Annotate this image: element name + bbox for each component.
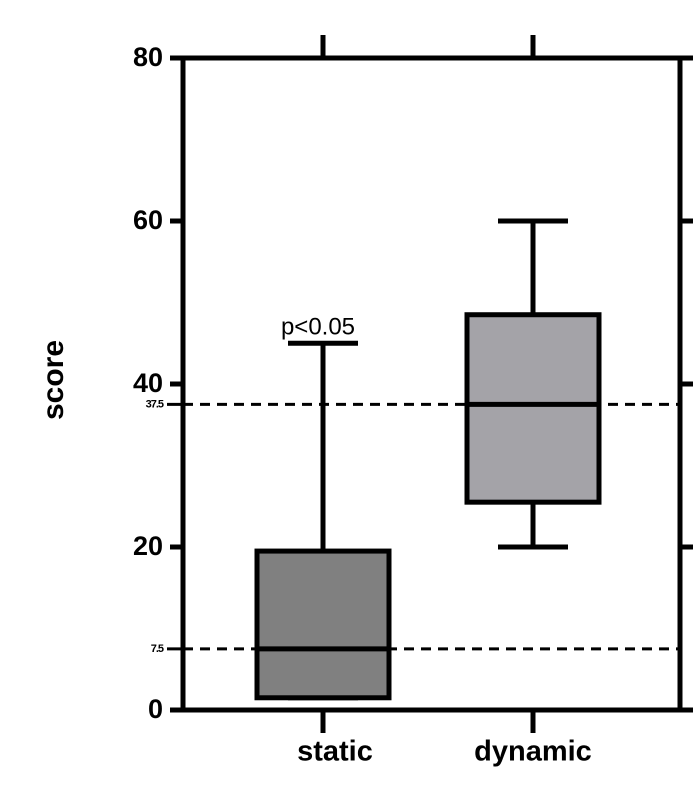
y-tick-label: 40 — [133, 368, 163, 398]
y-tick-label: 60 — [133, 205, 163, 235]
annotation: p<0.05 — [281, 314, 355, 341]
reference-label: 37.5 — [146, 398, 164, 410]
y-tick-label: 80 — [133, 42, 163, 72]
y-axis-label: score — [37, 340, 70, 420]
plot-frame — [180, 55, 683, 713]
reference-label: 7.5 — [151, 643, 164, 655]
y-tick-label: 20 — [133, 531, 163, 561]
x-tick-label: static — [297, 736, 373, 768]
box — [254, 548, 392, 701]
box — [464, 312, 602, 505]
y-tick-label: 0 — [148, 694, 163, 724]
x-tick-label: dynamic — [474, 736, 592, 768]
